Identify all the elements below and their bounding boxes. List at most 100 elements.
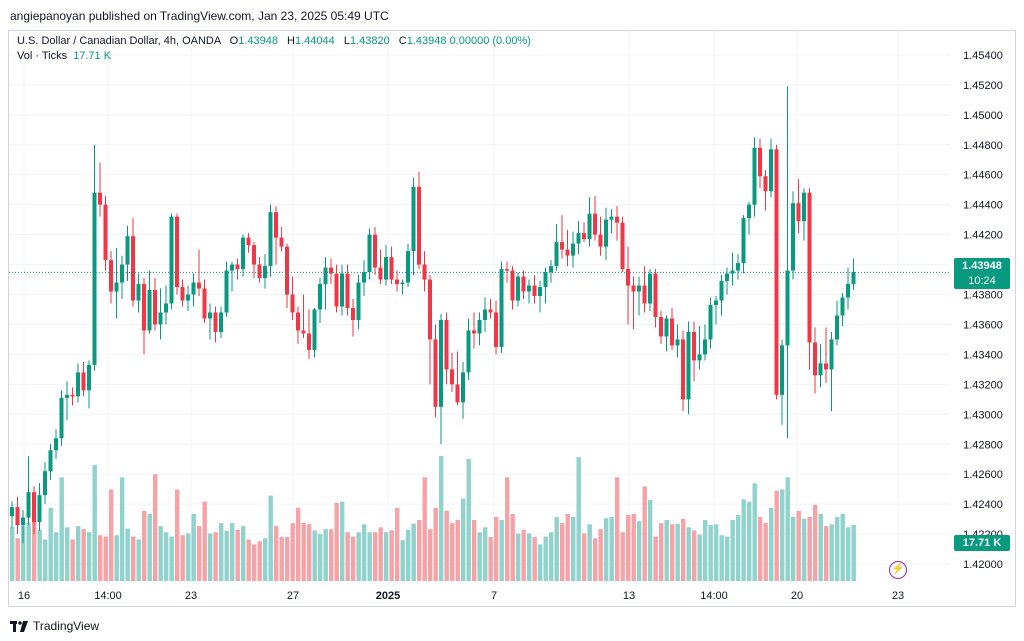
candle-body — [505, 269, 509, 271]
volume-bar — [510, 513, 515, 581]
volume-bar — [48, 507, 53, 581]
candle-body — [279, 237, 284, 247]
candle-body — [488, 309, 493, 313]
candle-body — [758, 147, 762, 177]
candle-body — [422, 264, 427, 280]
volume-bar — [846, 527, 851, 581]
lightning-icon[interactable]: ⚡ — [889, 561, 907, 579]
candle-body — [741, 218, 746, 264]
publisher-text: angiepanoyan published on TradingView.co… — [10, 9, 389, 23]
volume-bar — [631, 513, 636, 581]
volume-bar — [582, 533, 587, 581]
volume-bar — [345, 532, 350, 581]
volume-bar — [455, 520, 460, 581]
price-tick-label: 1.43800 — [963, 290, 1003, 302]
chart-frame[interactable] — [8, 30, 1016, 607]
candle-body — [417, 186, 421, 265]
volume-bar — [109, 489, 114, 581]
volume-bar — [791, 516, 796, 581]
candle-body — [131, 236, 135, 301]
volume-bar — [37, 529, 42, 581]
volume-bar — [692, 530, 697, 581]
volume-bar — [274, 526, 279, 581]
candle-body — [785, 270, 790, 346]
volume-bar — [312, 530, 317, 581]
candle-body — [103, 204, 108, 261]
volume-bar — [241, 526, 246, 581]
volume-bar — [395, 507, 400, 581]
candle-body — [164, 303, 168, 313]
candle-body — [807, 192, 812, 343]
footer — [0, 612, 1024, 641]
volume-bar — [604, 518, 609, 581]
volume-bar — [741, 499, 746, 581]
price-tick-label: 1.44200 — [963, 230, 1003, 242]
open-value: 1.43948 — [238, 35, 278, 47]
volume-bar — [158, 526, 163, 581]
volume-bar — [340, 501, 345, 581]
candle-body — [76, 372, 80, 397]
candle-body — [406, 251, 410, 283]
price-tick-label: 1.43200 — [963, 379, 1003, 391]
volume-bar — [246, 539, 251, 581]
candle-body — [362, 272, 366, 283]
candle-body — [620, 222, 625, 270]
symbol-legend: U.S. Dollar / Canadian Dollar, 4h, OANDA… — [17, 35, 531, 47]
candle-body — [439, 319, 443, 407]
volume-bar — [527, 533, 532, 581]
volume-bar — [653, 536, 658, 581]
candle-body — [521, 276, 526, 292]
tradingview-logo[interactable]: TradingView — [10, 619, 99, 633]
time-tick-label: 27 — [287, 590, 299, 602]
volume-bar — [164, 532, 169, 581]
low-value: 1.43820 — [349, 35, 390, 47]
volume-bar — [43, 539, 48, 581]
candle-body — [494, 312, 498, 347]
volume-bar — [466, 459, 471, 581]
candle-body — [725, 273, 729, 282]
volume-bar — [208, 533, 213, 581]
candle-body — [208, 312, 212, 319]
volume-label: Vol · Ticks — [17, 50, 68, 62]
candle-body — [219, 312, 223, 332]
candle-body — [230, 264, 234, 271]
candle-body — [615, 216, 619, 223]
volume-bar — [516, 533, 521, 581]
candle-body — [587, 213, 592, 240]
volume-bar — [686, 527, 691, 581]
price-tick-label: 1.43000 — [963, 409, 1003, 421]
candle-body — [598, 234, 603, 247]
volume-bar — [142, 510, 147, 581]
candle-body — [81, 372, 86, 391]
volume-bar — [147, 513, 152, 581]
candle-body — [686, 331, 691, 400]
symbol-name: U.S. Dollar / Canadian Dollar, 4h, OANDA — [17, 35, 221, 47]
candle-body — [351, 307, 355, 320]
candle-body — [582, 233, 586, 240]
volume-bar — [32, 520, 37, 581]
candle-body — [274, 212, 278, 238]
candle-body — [802, 192, 806, 222]
volume-bar — [659, 523, 664, 581]
candle-body — [461, 372, 465, 403]
volume-bar — [400, 540, 405, 581]
volume-bar — [301, 523, 306, 581]
price-tick-label: 1.44800 — [963, 140, 1003, 152]
volume-bar — [560, 523, 565, 581]
volume-bar — [818, 513, 823, 581]
time-tick-label: 23 — [892, 590, 904, 602]
volume-bar — [136, 539, 141, 581]
candle-body — [180, 287, 185, 301]
volume-bar — [554, 516, 559, 581]
volume-bar — [406, 529, 411, 581]
volume-bar — [103, 536, 108, 581]
volume-bar — [483, 527, 488, 581]
candle-body — [675, 339, 680, 346]
candle-body — [499, 269, 504, 347]
volume-bar — [703, 520, 708, 581]
candle-body — [780, 345, 784, 395]
volume-bar — [505, 477, 510, 581]
candle-body — [356, 282, 361, 320]
volume-bar — [609, 516, 614, 581]
